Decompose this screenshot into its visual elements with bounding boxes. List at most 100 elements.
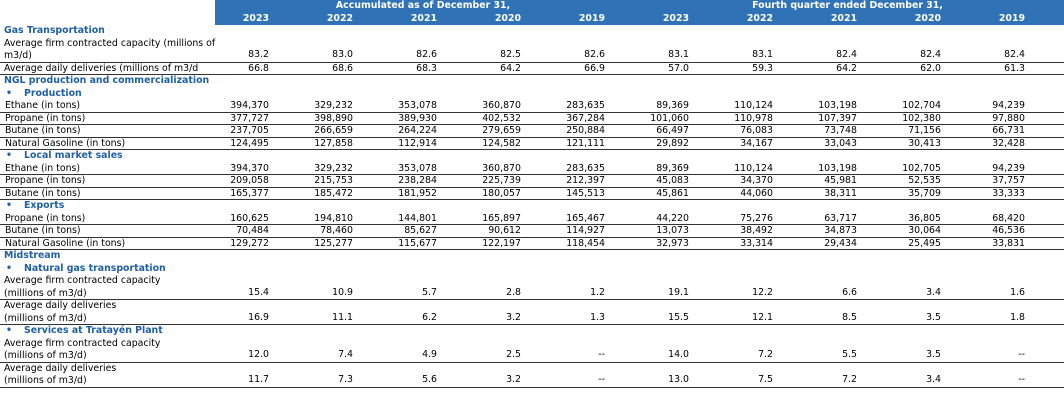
table-cell: 64.2	[500, 62, 521, 74]
table-cell: 82.6	[584, 49, 605, 60]
table-cell: 2.5	[506, 349, 521, 360]
local-market-rows: Ethane (in tons) 394,370 329,232 353,078 360…	[0, 162, 1064, 200]
table-cell: 33,831	[992, 237, 1025, 249]
table-cell: 250,884	[566, 125, 605, 136]
table-cell: 402,532	[482, 112, 521, 124]
table-cell: 36,805	[908, 212, 941, 224]
table-cell: 165,897	[482, 212, 521, 224]
table-cell: 160,625	[230, 212, 269, 224]
subsection-label: Exports	[24, 200, 65, 211]
table-cell: 266,659	[314, 125, 353, 136]
table-cell: 30,064	[908, 225, 941, 236]
table-cell: 63,717	[824, 212, 857, 224]
table-cell: 127,858	[314, 137, 353, 149]
table-cell: 107,397	[818, 112, 857, 124]
table-cell: 112,914	[398, 137, 437, 149]
table-row: Natural Gasoline (in tons) 129,272 125,277…	[0, 237, 1064, 250]
table-cell: 71,156	[908, 125, 941, 136]
table-cell: 3.4	[926, 286, 941, 298]
table-cell: 283,635	[566, 162, 605, 174]
table-cell: 94,239	[992, 162, 1025, 174]
table-cell: 78,460	[320, 225, 353, 236]
header-blank	[0, 0, 215, 12]
table-cell: 29,892	[656, 137, 689, 149]
table-cell: 1.6	[1010, 286, 1025, 298]
table-cell: 38,311	[824, 187, 857, 199]
table-row: Average daily deliveries (millions of m3…	[0, 300, 1064, 325]
operating-data-table: Accumulated as of December 31, Fourth qu…	[0, 0, 1064, 388]
table-cell: 45,083	[656, 175, 689, 186]
table-cell: 5.6	[422, 374, 437, 385]
subsection-title-production: • Production	[0, 88, 1064, 101]
table-cell: 44,220	[656, 212, 689, 224]
table-cell: 37,757	[992, 175, 1025, 186]
table-row: Ethane (in tons) 394,370 329,232 353,078 360…	[0, 100, 1064, 113]
bullet-icon: •	[6, 262, 12, 274]
table-cell: 10.9	[332, 286, 353, 298]
table-row: Average daily deliveries (millions of m3…	[0, 62, 1064, 75]
table-cell: 145,513	[566, 187, 605, 199]
table-cell: 114,927	[566, 225, 605, 236]
bullet-icon: •	[6, 325, 12, 336]
table-cell: --	[1018, 349, 1025, 360]
table-cell: 61.3	[1004, 62, 1025, 74]
table-cell: 85,627	[404, 225, 437, 236]
row-label: Natural Gasoline (in tons)	[5, 237, 126, 249]
year-header: 2021	[830, 13, 857, 24]
header-group-row: Accumulated as of December 31, Fourth qu…	[0, 0, 1064, 12]
table-cell: 360,870	[482, 162, 521, 174]
header-quarter: Fourth quarter ended December 31,	[752, 0, 943, 11]
row-label-line: (millions of m3/d)	[4, 350, 87, 361]
table-cell: 102,380	[902, 112, 941, 124]
table-cell: 194,810	[314, 212, 353, 224]
row-label: Average daily deliveries (millions of m3…	[0, 363, 218, 387]
table-cell: --	[598, 374, 605, 385]
table-row: Natural Gasoline (in tons) 124,495 127,858…	[0, 137, 1064, 150]
year-header: 2019	[998, 13, 1025, 24]
row-label-line: (millions of m3/d)	[4, 375, 87, 386]
table-cell: 353,078	[398, 162, 437, 174]
table-cell: 125,277	[314, 237, 353, 249]
table-cell: 7.2	[758, 349, 773, 360]
table-cell: 118,454	[566, 237, 605, 249]
table-cell: 97,880	[992, 112, 1025, 124]
table-cell: 103,198	[818, 162, 857, 174]
table-cell: 83.0	[332, 49, 353, 60]
table-cell: 83.1	[668, 49, 689, 60]
table-cell: 44,060	[740, 187, 773, 199]
table-cell: 13.0	[668, 374, 689, 385]
row-label: Ethane (in tons)	[5, 162, 81, 174]
header-year-row: 2023 2022 2021 2020 2019 2023 2022 2021 …	[0, 12, 1064, 25]
table-cell: 181,952	[398, 187, 437, 199]
table-cell: 4.9	[422, 349, 437, 360]
table-cell: --	[598, 349, 605, 360]
header-accumulated: Accumulated as of December 31,	[335, 0, 511, 11]
table-cell: 66,497	[656, 125, 689, 136]
subsection-title-natural-gas: • Natural gas transportation	[0, 263, 1064, 276]
table-cell: 3.5	[926, 311, 941, 323]
year-header: 2023	[242, 13, 269, 24]
table-cell: 89,369	[656, 100, 689, 111]
production-rows: Ethane (in tons) 394,370 329,232 353,078 360…	[0, 100, 1064, 150]
table-cell: 68.6	[332, 62, 353, 74]
table-cell: 94,239	[992, 100, 1025, 111]
table-cell: 29,434	[824, 237, 857, 249]
table-cell: 7.4	[338, 349, 353, 360]
table-cell: 165,467	[566, 212, 605, 224]
table-cell: 66,731	[992, 125, 1025, 136]
table-cell: 3.4	[926, 374, 941, 385]
row-label-line: Average firm contracted capacity	[4, 275, 161, 286]
table-cell: 389,930	[398, 112, 437, 124]
table-cell: 34,167	[740, 137, 773, 149]
table-cell: 124,495	[230, 137, 269, 149]
table-cell: 3.2	[506, 374, 521, 385]
table-cell: 360,870	[482, 100, 521, 111]
row-label-line: Average daily deliveries	[4, 300, 117, 311]
table-cell: 110,124	[734, 162, 773, 174]
table-cell: 215,753	[314, 175, 353, 186]
table-cell: 82.5	[500, 49, 521, 60]
row-label: Propane (in tons)	[5, 112, 86, 124]
table-cell: 122,197	[482, 237, 521, 249]
table-cell: 7.3	[338, 374, 353, 385]
table-cell: 7.5	[758, 374, 773, 385]
